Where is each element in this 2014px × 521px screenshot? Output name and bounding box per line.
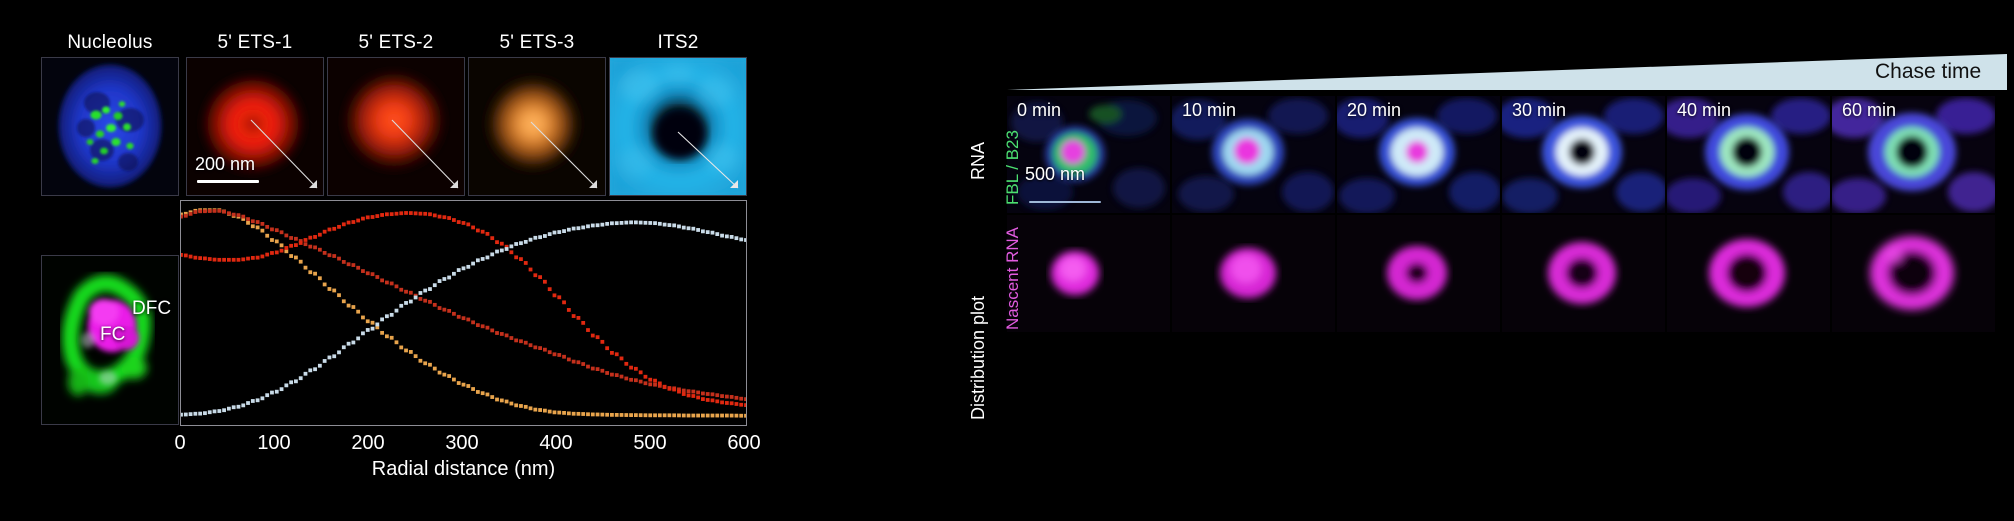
its2-image	[610, 58, 746, 195]
timepoint-label-20: 20 min	[1347, 100, 1402, 120]
timepoint-label-60: 60 min	[1842, 100, 1897, 120]
nucleolus-image	[42, 58, 178, 195]
micrograph-fc-dfc: DFC FC	[41, 255, 179, 425]
column-title-ets3: 5' ETS-3	[499, 32, 575, 53]
column-title-its2: ITS2	[657, 32, 699, 53]
xtick-0: 0	[174, 432, 186, 454]
column-title-nucleolus: Nucleolus	[67, 32, 153, 53]
distribution-plot	[180, 200, 747, 426]
xaxis-title: Radial distance (nm)	[371, 458, 556, 480]
panel-fbl-60min	[1832, 96, 1995, 213]
xtick-400: 400	[539, 432, 573, 454]
series-5-ets-1	[181, 208, 746, 402]
scalebar-label-500nm: 500 nm	[1025, 164, 1086, 184]
micrograph-ets1: 200 nm	[186, 57, 324, 196]
scalebar-line-200nm	[197, 180, 259, 183]
row-label-fbl-b23: FBL / B23	[1003, 130, 1022, 205]
timepoint-label-10: 10 min	[1182, 100, 1237, 120]
panel-rna-30min	[1502, 215, 1665, 332]
chase-time-label: Chase time	[1875, 60, 1982, 83]
panel-fbl-30min	[1502, 96, 1665, 213]
panel-fbl-10min	[1172, 96, 1335, 213]
pointer-arrow-its2	[676, 130, 746, 195]
xtick-300: 300	[445, 432, 479, 454]
ets1-image	[187, 58, 323, 195]
panel-rna-40min	[1667, 215, 1830, 332]
series-its2	[181, 220, 746, 417]
series-5-ets-2	[181, 211, 746, 407]
pointer-arrow-ets1	[249, 118, 323, 195]
panel-rna-0min	[1007, 215, 1170, 332]
column-title-ets2: 5' ETS-2	[358, 32, 434, 53]
timepoint-label-30: 30 min	[1512, 100, 1567, 120]
panel-fbl-0min: 500 nm	[1007, 96, 1170, 213]
scalebar-label-200nm: 200 nm	[195, 154, 256, 174]
fc-dfc-image	[42, 256, 178, 424]
timepoint-label-0: 0 min	[1017, 100, 1062, 120]
micrograph-ets2	[327, 57, 465, 196]
micrograph-nucleolus	[41, 57, 179, 196]
label-dfc: DFC	[132, 298, 172, 319]
panel-rna-20min	[1337, 215, 1500, 332]
row-label-nascent-rna: Nascent RNA	[1003, 227, 1022, 330]
xtick-500: 500	[633, 432, 667, 454]
distribution-plot-curves	[181, 208, 746, 418]
panel-fbl-20min	[1337, 96, 1500, 213]
micrograph-ets3	[468, 57, 606, 196]
xtick-100: 100	[257, 432, 291, 454]
left-panel-group: Nucleolus 5' ETS-1 5' ETS-2 5' ETS-3 ITS…	[0, 0, 988, 521]
panel-rna-60min	[1832, 215, 1995, 332]
timepoint-label-40: 40 min	[1677, 100, 1732, 120]
label-fc: FC	[100, 324, 126, 345]
scalebar-line-500nm	[1029, 201, 1101, 203]
panel-fbl-40min	[1667, 96, 1830, 213]
pointer-arrow-ets3	[529, 120, 605, 195]
column-title-ets1: 5' ETS-1	[217, 32, 293, 53]
xtick-600: 600	[727, 432, 761, 454]
panel-rna-10min	[1172, 215, 1335, 332]
pointer-arrow-ets2	[390, 118, 464, 195]
right-panel-group: Chase time 500 nm	[985, 0, 2014, 521]
chase-time-wedge	[1007, 54, 2007, 90]
micrograph-its2	[609, 57, 747, 196]
xtick-200: 200	[351, 432, 385, 454]
